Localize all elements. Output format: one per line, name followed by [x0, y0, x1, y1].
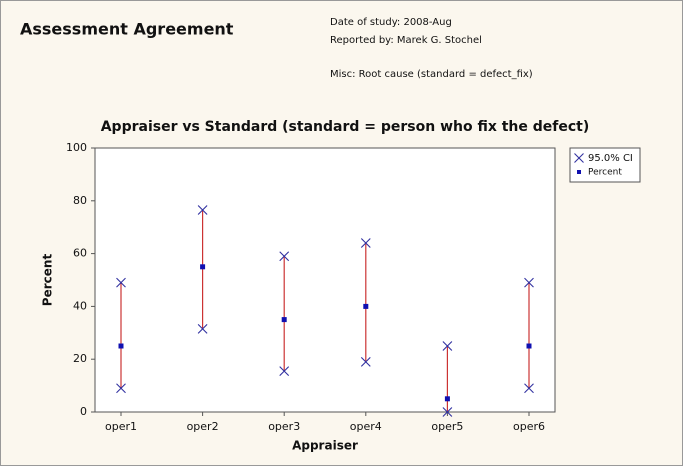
ci-upper [116, 277, 126, 288]
chart-title: Appraiser vs Standard (standard = person… [101, 119, 590, 135]
cross-stroke [442, 341, 453, 351]
y-tick-label: 80 [73, 194, 87, 207]
ci-upper [442, 341, 453, 351]
legend-percent-symbol [577, 170, 581, 174]
ci-upper [279, 251, 290, 262]
cross-stroke [116, 383, 126, 394]
ci-lower [524, 383, 534, 394]
ci-lower [116, 383, 126, 394]
percent-point [526, 343, 532, 349]
x-tick-label: oper3 [268, 420, 300, 433]
y-tick-label: 0 [80, 405, 87, 418]
ci-lower [279, 366, 290, 376]
header-date: Date of study: 2008-Aug [330, 17, 452, 28]
ci-lower [442, 407, 453, 417]
cross-stroke [524, 277, 534, 288]
x-axis-label: Appraiser [292, 439, 358, 453]
y-tick-label: 60 [73, 247, 87, 260]
ci-lower [197, 323, 208, 334]
x-tick-label: oper2 [187, 420, 219, 433]
header-reporter: Reported by: Marek G. Stochel [330, 35, 482, 46]
percent-point [363, 303, 369, 309]
cross-stroke [360, 356, 371, 367]
y-tick-label: 20 [73, 352, 87, 365]
cross-stroke [116, 277, 126, 288]
ci-upper [197, 205, 208, 215]
ci-upper [360, 238, 371, 248]
plot-area [94, 147, 556, 413]
percent-point [118, 343, 124, 349]
cross-stroke [524, 383, 534, 394]
cross-stroke [279, 366, 290, 376]
percent-point [281, 317, 287, 323]
x-tick-label: oper1 [105, 420, 137, 433]
cross-stroke [360, 238, 371, 248]
legend-label: Percent [588, 168, 622, 178]
header-title: Assessment Agreement [20, 20, 234, 39]
cross-stroke [279, 251, 290, 262]
x-tick-label: oper4 [350, 420, 382, 433]
x-tick-label: oper5 [431, 420, 463, 433]
cross-stroke [197, 205, 208, 215]
y-axis-label: Percent [41, 254, 55, 307]
header-misc: Misc: Root cause (standard = defect_fix) [330, 69, 533, 80]
legend [569, 147, 641, 183]
cross-stroke [197, 323, 208, 334]
ci-upper [524, 277, 534, 288]
cross-stroke [442, 407, 453, 417]
legend-label: 95.0% CI [588, 153, 633, 164]
x-tick-label: oper6 [513, 420, 545, 433]
cross-stroke [574, 153, 584, 163]
percent-point [444, 396, 450, 402]
y-tick-label: 100 [66, 141, 87, 154]
legend-ci-symbol [574, 153, 584, 163]
percent-point [200, 264, 206, 270]
ci-lower [360, 356, 371, 367]
y-tick-label: 40 [73, 299, 87, 312]
